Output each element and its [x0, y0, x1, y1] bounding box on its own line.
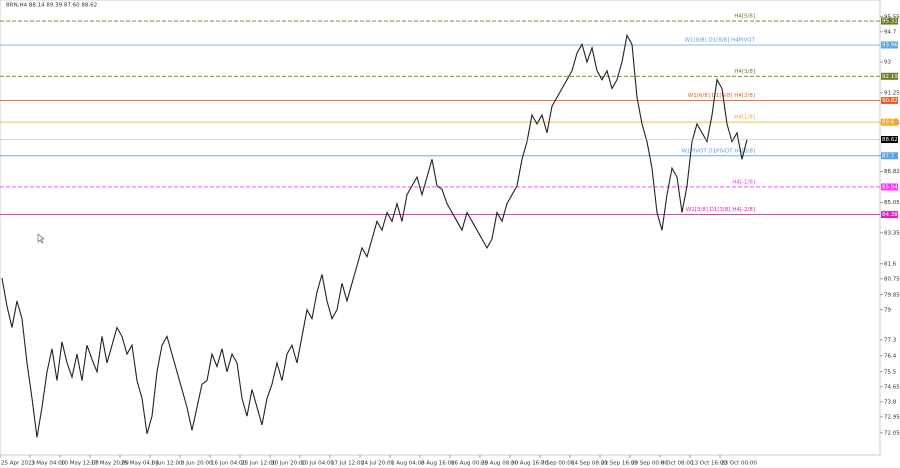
x-tick-label: 25 May 04:00	[121, 461, 159, 467]
x-tick-label: 25 Apr 2023	[1, 461, 36, 467]
last-price-tag	[881, 136, 898, 144]
y-tick-label: 91.25	[884, 90, 900, 96]
y-tick-label: 85.05	[884, 200, 900, 206]
x-tick-label: 23 Aug 08:00	[481, 461, 519, 467]
y-tick-label: 79.85	[884, 292, 900, 298]
level-value: 89.6	[882, 120, 895, 126]
y-tick-label: 81.6	[884, 261, 897, 267]
y-tick-label: 73.8	[884, 399, 897, 405]
level-tag	[881, 97, 898, 105]
level-value: 84.38	[882, 212, 898, 218]
price-line	[1, 33, 748, 438]
x-tick-label: 10 May 12:00	[61, 461, 99, 467]
last-price-value: 88.62	[882, 137, 898, 143]
x-tick-label: 23 Jun 12:00	[241, 461, 276, 467]
plot-area	[0, 0, 881, 456]
level-label: W1PIVOT D1PIVOT H4[0/8]	[681, 148, 755, 154]
level-value: 93.96	[882, 42, 898, 48]
chart-title: BRN,H4 88.14 89.39 87.60 88.62	[6, 3, 97, 9]
x-tick-label: 30 Jun 20:00	[271, 461, 306, 467]
level-tag	[881, 72, 898, 80]
level-label: H4[5/8]	[734, 14, 755, 20]
x-tick-label: 21 Sep 16:00	[601, 461, 638, 467]
x-tick-label: 17 Jul 12:00	[331, 461, 364, 467]
level-value: 90.82	[882, 98, 898, 104]
level-label: W1[3/8] D1[3/8] H4[-2/8]	[686, 207, 755, 213]
x-tick-label: 1 Aug 04:00	[391, 461, 425, 467]
y-tick-label: 77.3	[884, 337, 897, 343]
y-tick-label: 75.5	[884, 369, 897, 375]
level-tag	[881, 211, 898, 219]
y-tick-label: 86.82	[884, 169, 900, 175]
x-tick-label: 7 Sep 00:00	[541, 461, 575, 467]
y-tick-label: 74.65	[884, 384, 900, 390]
x-tick-label: 24 Jul 20:00	[361, 461, 394, 467]
y-tick-label: 95.55	[884, 14, 900, 20]
y-tick-label: 80.75	[884, 276, 900, 282]
x-tick-label: 8 Jun 20:00	[181, 461, 213, 467]
level-tag	[881, 41, 898, 49]
y-tick-label: 72.05	[884, 430, 900, 436]
x-tick-label: 16 Jun 04:00	[211, 461, 246, 467]
level-tag	[881, 152, 898, 160]
level-label: H4[-1/8]	[732, 179, 755, 185]
y-tick-label: 76.4	[884, 353, 897, 359]
x-tick-label: 10 Jul 04:00	[301, 461, 334, 467]
level-label: H4[1/8]	[734, 115, 755, 121]
level-label: W1[6/8] D1[6/8] H4[2/8]	[688, 93, 755, 99]
x-tick-label: 23 Oct 00:00	[721, 461, 757, 467]
y-tick-label: 93	[884, 59, 891, 65]
x-tick-label: 14 Sep 08:00	[571, 461, 608, 467]
x-tick-label: 30 Aug 16:00	[511, 461, 549, 467]
y-tick-label: 79	[884, 307, 891, 313]
level-value: 92.19	[882, 74, 898, 80]
level-value: 85.94	[882, 184, 898, 190]
x-tick-label: 13 Oct 16:00	[691, 461, 727, 467]
level-tag	[881, 183, 898, 191]
level-tag	[881, 17, 898, 25]
x-tick-label: 3 May 04:00	[31, 461, 66, 467]
x-tick-label: 8 Aug 16:00	[421, 461, 455, 467]
x-tick-label: 16 Aug 00:00	[451, 461, 489, 467]
x-tick-label: 17 May 20:00	[91, 461, 129, 467]
x-tick-label: 29 Sep 00:00	[631, 461, 668, 467]
x-tick-label: 6 Oct 08:00	[661, 461, 694, 467]
x-tick-label: 1 Jun 12:00	[151, 461, 183, 467]
level-value: 95.31	[882, 19, 898, 25]
level-label: W1[8/8] D1[8/8] H4PIVOT	[685, 37, 756, 43]
y-tick-label: 94.7	[884, 29, 897, 35]
y-tick-label: 72.95	[884, 414, 900, 420]
level-label: H4[3/8]	[734, 69, 755, 75]
y-tick-label: 83.35	[884, 230, 900, 236]
level-value: 87.7	[882, 153, 895, 159]
level-tag	[881, 118, 898, 126]
cursor	[37, 233, 45, 244]
